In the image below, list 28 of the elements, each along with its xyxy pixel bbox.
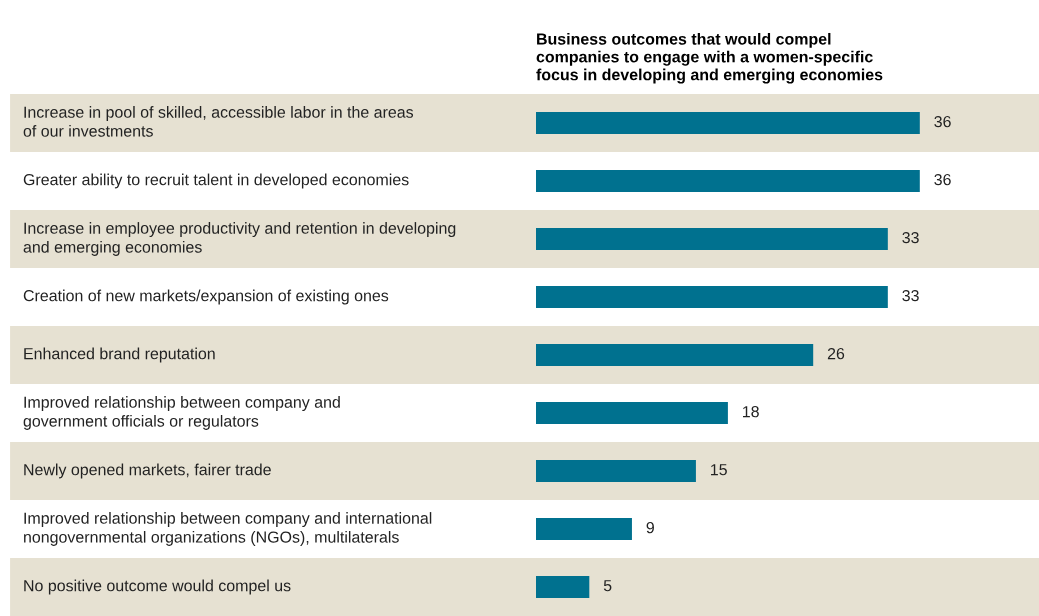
bar (536, 401, 728, 425)
y-tick-label: Newly opened markets, fairer trade (24, 463, 271, 479)
bar (536, 343, 814, 367)
y-tick-label: Enhanced brand reputation (24, 347, 215, 363)
bar (536, 517, 632, 541)
bar (536, 459, 696, 483)
data-label: 18 (743, 405, 759, 418)
data-label: 9 (646, 521, 654, 534)
data-label: 36 (934, 173, 951, 186)
y-tick-label: Improved relationship between company and government officials or regulators (23, 396, 340, 430)
bar (536, 285, 888, 309)
data-label: 15 (711, 464, 727, 476)
bar (536, 111, 920, 135)
y-tick-label: Greater ability to recruit talent in developed economies (23, 173, 409, 189)
data-label: 5 (603, 580, 612, 592)
y-tick-label: Increase in employee productivity and retention in developing and emerging economies (23, 222, 456, 256)
chart-title: Business outcomes that would compel companies to engage with a women-specific focus in developing and emerging economies (536, 32, 883, 84)
bar (536, 575, 590, 599)
bar (536, 169, 920, 193)
bar (536, 227, 888, 251)
data-label: 26 (827, 347, 845, 360)
y-tick-label: No positive outcome would compel us (24, 579, 291, 595)
data-label: 33 (902, 231, 919, 244)
data-label: 33 (902, 289, 919, 302)
y-tick-label: Creation of new markets/expansion of existing ones (23, 289, 389, 305)
y-tick-label: Increase in pool of skilled, accessible labor in the areas of our investments (23, 106, 414, 137)
data-label: 36 (934, 115, 951, 128)
y-tick-label: Improved relationship between company and international nongovernmental organizations (NGOs), multilaterals (24, 512, 432, 546)
